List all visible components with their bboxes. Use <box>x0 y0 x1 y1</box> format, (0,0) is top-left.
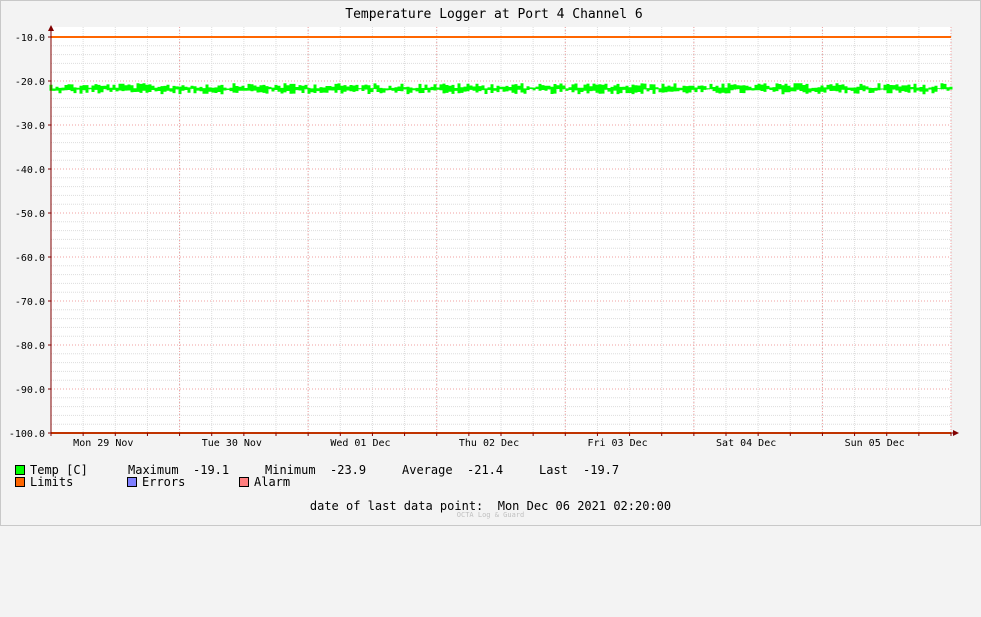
legend-avg-value: -21.4 <box>467 463 504 477</box>
y-tick-label: -80.0 <box>15 341 45 352</box>
last-data-point-label: date of last data point: <box>309 499 484 513</box>
legend-min-label: Minimum <box>265 463 316 477</box>
y-tick-label: -40.0 <box>15 165 45 176</box>
legend-temp-row: Temp [C] Maximum -19.1 Minimum -23.9 Ave… <box>15 463 965 477</box>
x-tick-label: Thu 02 Dec <box>459 438 519 449</box>
legend-status-row: Limits Errors Alarm <box>15 475 415 489</box>
chart-title: Temperature Logger at Port 4 Channel 6 <box>345 7 642 22</box>
legend-errors-label: Errors <box>142 475 186 489</box>
x-tick-label: Sun 05 Dec <box>845 438 905 449</box>
y-tick-label: -70.0 <box>15 297 45 308</box>
last-data-point: date of last data point: Mon Dec 06 2021… <box>0 499 981 513</box>
y-axis-arrow <box>48 25 54 31</box>
y-tick-label: -30.0 <box>15 121 45 132</box>
legend-limits-label: Limits <box>30 475 74 489</box>
x-tick-label: Sat 04 Dec <box>716 438 776 449</box>
y-tick-label: -60.0 <box>15 253 45 264</box>
legend-errors-swatch <box>127 477 137 487</box>
tick-labels: -10.0 -20.0 -30.0 -40.0 -50.0 -60.0 -70.0 -80.0… <box>9 33 905 449</box>
x-tick-label: Fri 03 Dec <box>587 438 647 449</box>
y-tick-label: -20.0 <box>15 77 45 88</box>
y-tick-label: -50.0 <box>15 209 45 220</box>
y-tick-label: -10.0 <box>15 33 45 44</box>
y-tick-label: -100.0 <box>9 429 45 440</box>
legend-alarm-label: Alarm <box>254 475 291 489</box>
x-tick-label: Wed 01 Dec <box>330 438 390 449</box>
legend-max-value: -19.1 <box>193 463 230 477</box>
legend-max-label: Maximum <box>128 463 179 477</box>
y-tick-label: -90.0 <box>15 385 45 396</box>
x-tick-label: Mon 29 Nov <box>73 438 133 449</box>
legend-last-value: -19.7 <box>583 463 620 477</box>
legend-alarm-swatch <box>239 477 249 487</box>
legend-temp-swatch <box>15 465 25 475</box>
watermark: OCTA Log & Guard <box>456 511 525 519</box>
last-data-point-value: Mon Dec 06 2021 02:20:00 <box>497 499 672 513</box>
legend-temp-label: Temp [C] <box>30 463 88 477</box>
legend-avg-label: Average <box>402 463 453 477</box>
temperature-chart: -10.0 -20.0 -30.0 -40.0 -50.0 -60.0 -70.0 -80.0… <box>9 7 959 449</box>
legend-min-value: -23.9 <box>330 463 367 477</box>
x-tick-label: Tue 30 Nov <box>202 438 262 449</box>
axes <box>48 25 959 436</box>
x-axis-arrow <box>953 430 959 436</box>
legend-limits-swatch <box>15 477 25 487</box>
legend-last-label: Last <box>539 463 568 477</box>
